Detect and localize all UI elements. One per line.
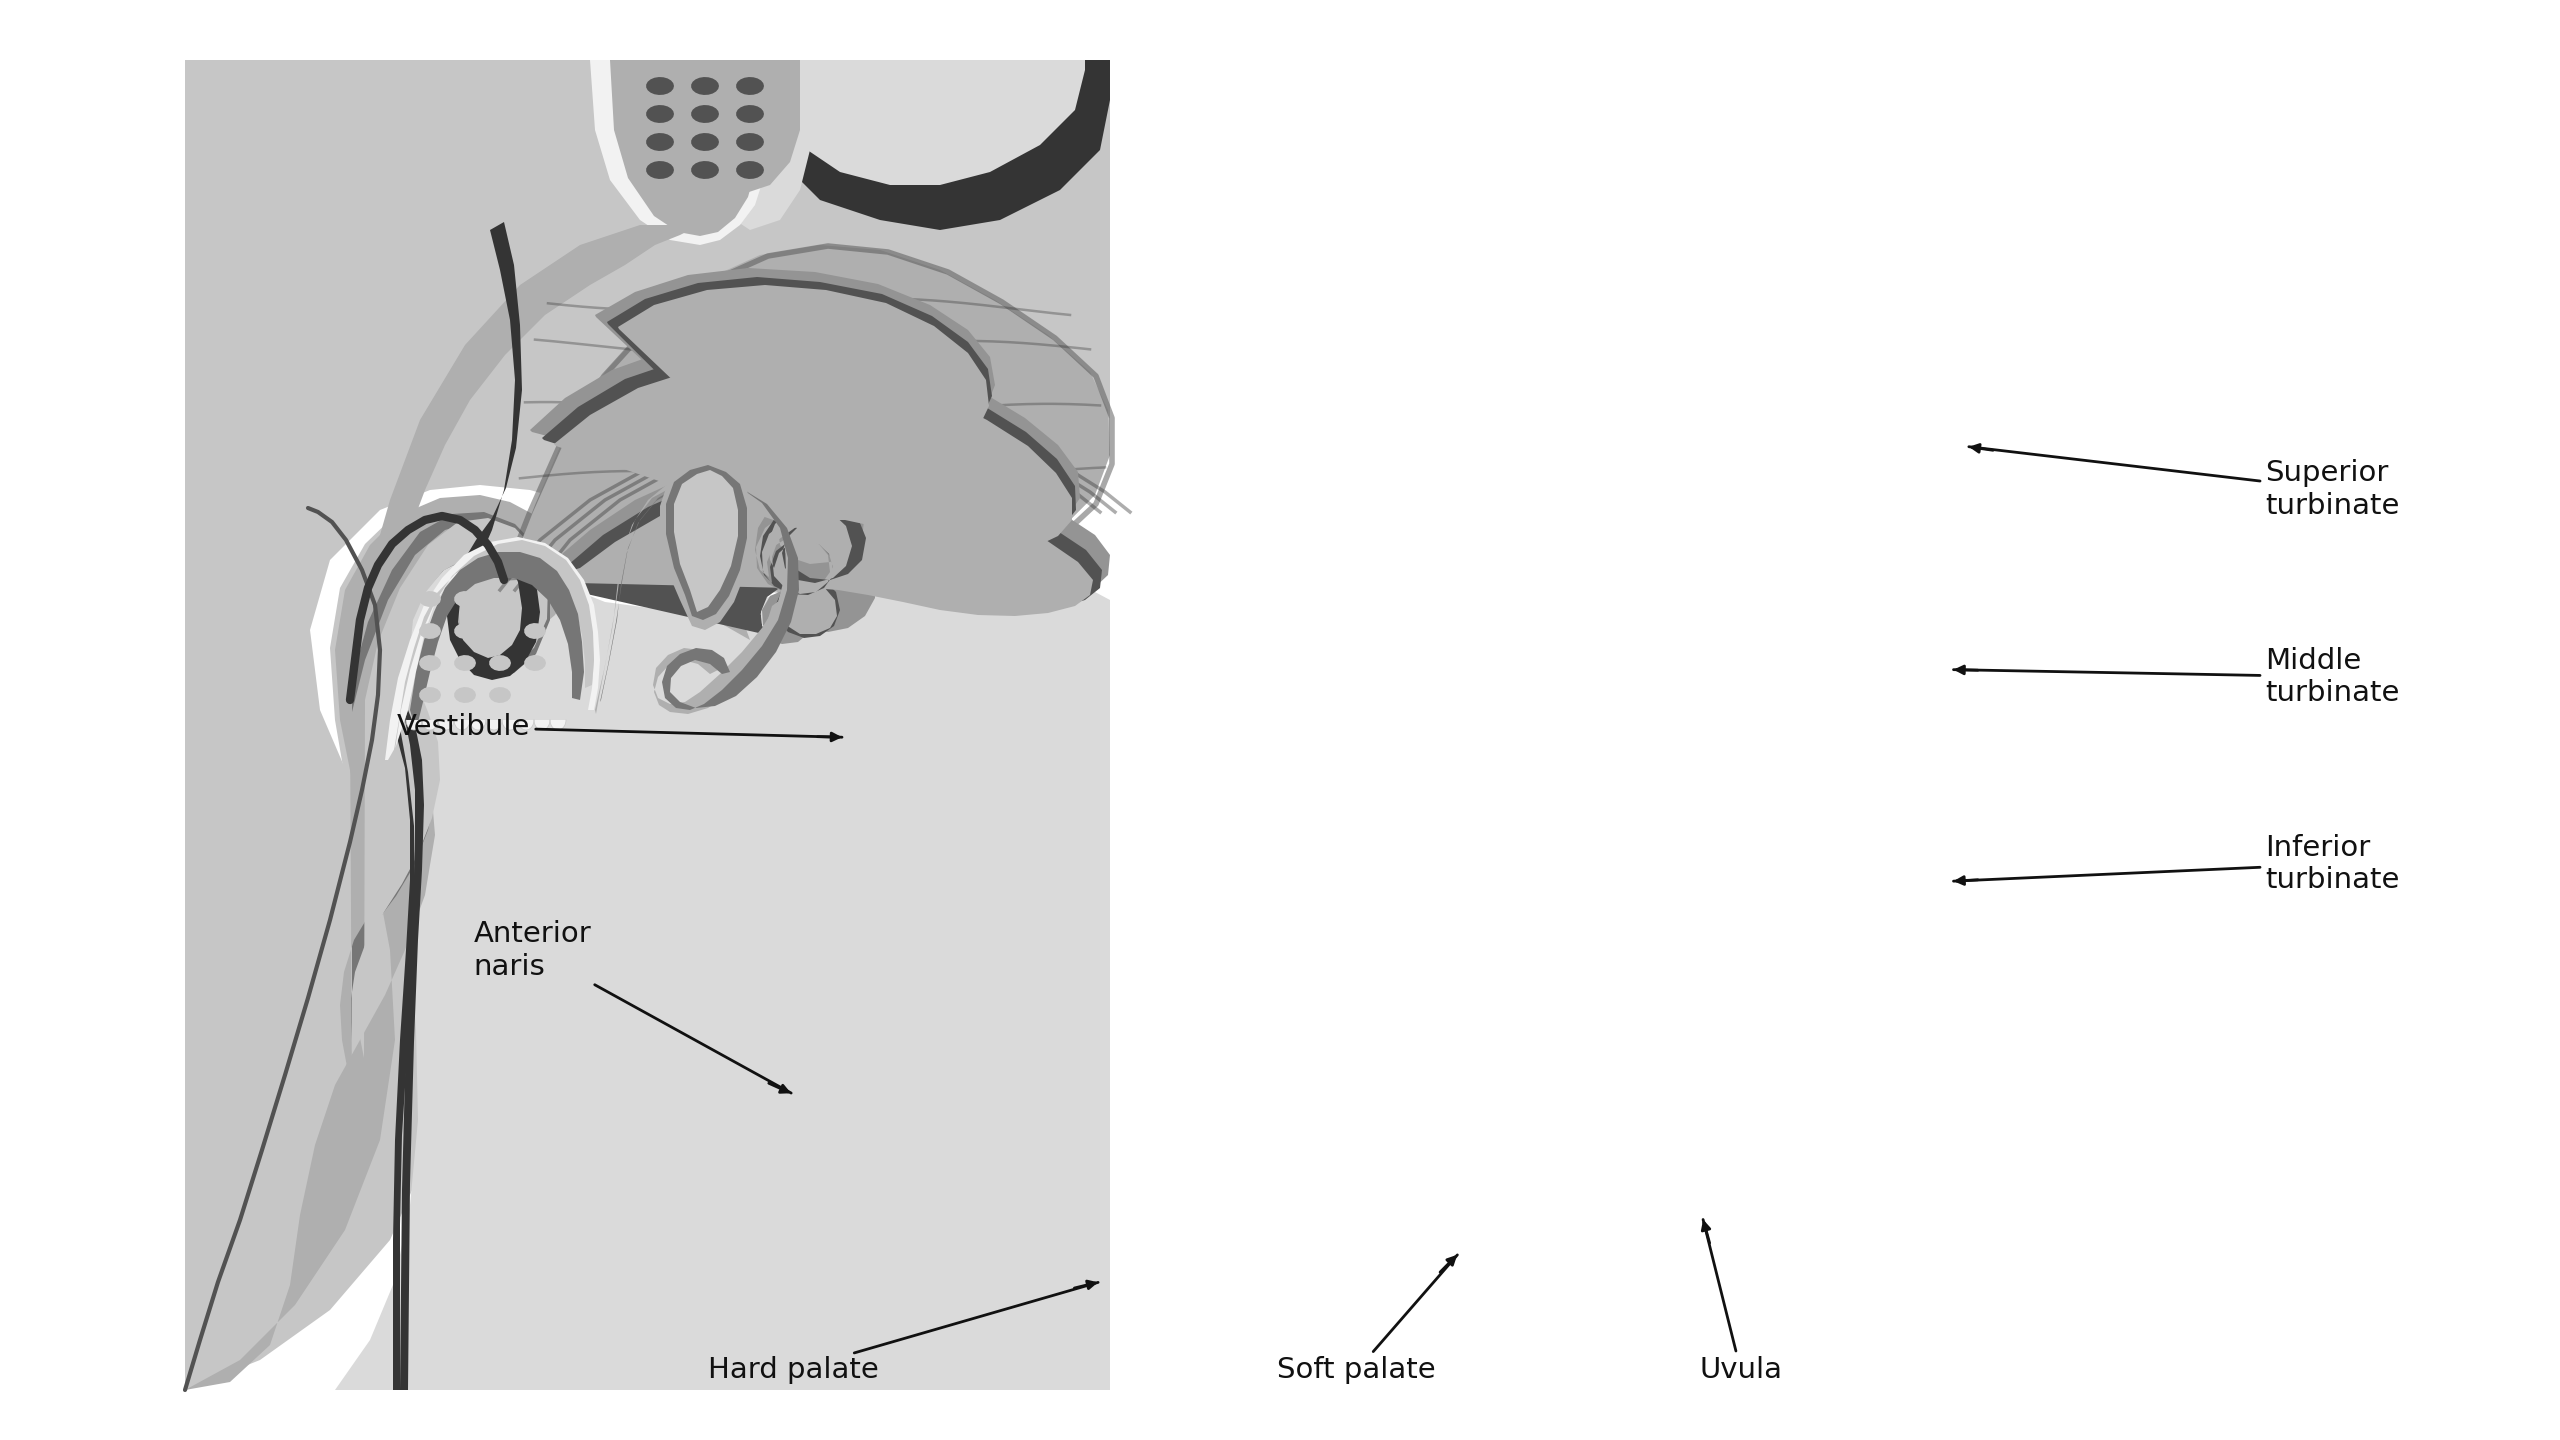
- Polygon shape: [594, 268, 996, 481]
- Polygon shape: [335, 516, 1111, 1390]
- Polygon shape: [351, 513, 550, 1040]
- Polygon shape: [691, 161, 719, 179]
- Polygon shape: [453, 720, 471, 730]
- Polygon shape: [509, 245, 1111, 639]
- Polygon shape: [660, 462, 753, 631]
- Polygon shape: [781, 60, 1085, 184]
- Polygon shape: [737, 105, 763, 122]
- Polygon shape: [394, 540, 594, 750]
- Polygon shape: [594, 475, 796, 714]
- Polygon shape: [453, 590, 476, 606]
- Polygon shape: [535, 720, 550, 730]
- Polygon shape: [760, 60, 1111, 230]
- Polygon shape: [394, 729, 415, 1390]
- Polygon shape: [553, 361, 1073, 595]
- Text: Hard palate: Hard palate: [709, 1283, 1098, 1384]
- Polygon shape: [599, 480, 799, 710]
- Polygon shape: [645, 105, 673, 122]
- Polygon shape: [453, 687, 476, 703]
- Polygon shape: [617, 285, 988, 471]
- Polygon shape: [453, 624, 476, 639]
- Text: Superior
turbinate: Superior turbinate: [1969, 446, 2399, 520]
- Polygon shape: [448, 222, 540, 680]
- Polygon shape: [489, 655, 512, 671]
- Polygon shape: [420, 624, 440, 639]
- Polygon shape: [422, 720, 438, 730]
- Polygon shape: [489, 624, 512, 639]
- Polygon shape: [666, 465, 748, 621]
- Text: Uvula: Uvula: [1700, 1220, 1782, 1384]
- Text: Vestibule: Vestibule: [397, 713, 842, 742]
- Polygon shape: [420, 655, 440, 671]
- Polygon shape: [525, 624, 545, 639]
- Polygon shape: [737, 76, 763, 95]
- Polygon shape: [371, 225, 699, 570]
- Polygon shape: [407, 720, 422, 730]
- Polygon shape: [489, 687, 512, 703]
- Polygon shape: [410, 552, 584, 730]
- Polygon shape: [645, 161, 673, 179]
- Polygon shape: [340, 520, 545, 1100]
- Polygon shape: [640, 60, 799, 194]
- Polygon shape: [384, 537, 599, 760]
- Polygon shape: [607, 276, 993, 480]
- Polygon shape: [530, 340, 1080, 593]
- Polygon shape: [691, 132, 719, 151]
- Polygon shape: [525, 655, 545, 671]
- Polygon shape: [543, 351, 1075, 595]
- Text: Middle
turbinate: Middle turbinate: [1953, 647, 2399, 707]
- Text: Anterior
naris: Anterior naris: [474, 920, 791, 1093]
- Polygon shape: [356, 518, 548, 1058]
- Polygon shape: [525, 467, 1101, 644]
- Polygon shape: [438, 720, 453, 730]
- Polygon shape: [691, 76, 719, 95]
- Text: Inferior
turbinate: Inferior turbinate: [1953, 834, 2399, 894]
- Polygon shape: [486, 720, 502, 730]
- Polygon shape: [420, 590, 440, 606]
- Polygon shape: [522, 455, 1111, 644]
- Polygon shape: [535, 480, 1093, 636]
- Polygon shape: [453, 655, 476, 671]
- Polygon shape: [184, 516, 394, 1390]
- Polygon shape: [645, 76, 673, 95]
- Polygon shape: [517, 720, 535, 730]
- Polygon shape: [691, 105, 719, 122]
- Polygon shape: [399, 710, 425, 1390]
- Polygon shape: [550, 720, 566, 730]
- Polygon shape: [420, 687, 440, 703]
- Polygon shape: [184, 60, 1111, 1390]
- Polygon shape: [645, 132, 673, 151]
- Polygon shape: [184, 495, 571, 1390]
- Polygon shape: [699, 60, 809, 230]
- Polygon shape: [673, 469, 737, 612]
- Polygon shape: [471, 720, 486, 730]
- Polygon shape: [737, 161, 763, 179]
- Polygon shape: [609, 60, 755, 236]
- Polygon shape: [737, 132, 763, 151]
- Text: Soft palate: Soft palate: [1277, 1254, 1457, 1384]
- Polygon shape: [502, 720, 517, 730]
- Polygon shape: [589, 60, 765, 245]
